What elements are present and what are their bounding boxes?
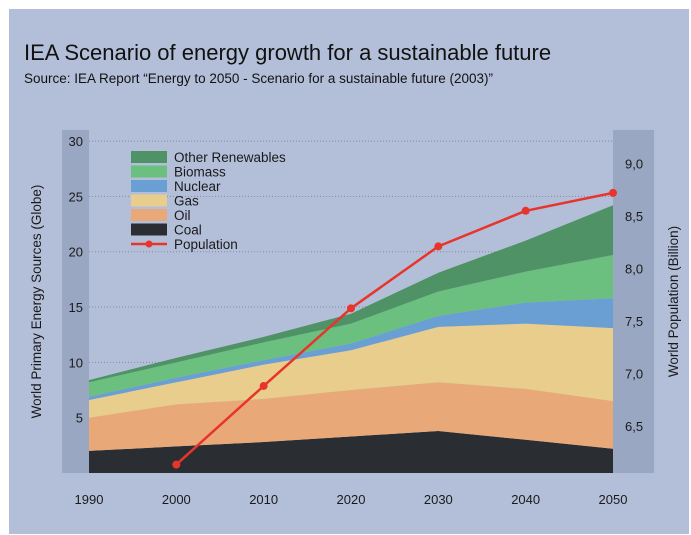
x-tick-label: 2050 — [599, 492, 628, 507]
y-axis-title: World Primary Energy Sources (Globe) — [29, 185, 44, 419]
legend: Other RenewablesBiomassNuclearGasOilCoal… — [131, 150, 286, 252]
legend-swatch-gas — [131, 195, 167, 207]
x-tick-label: 1990 — [75, 492, 104, 507]
legend-swatch-other-renewables — [131, 151, 167, 163]
x-tick-label: 2000 — [162, 492, 191, 507]
y-tick-label: 15 — [69, 300, 83, 315]
y2-tick-label: 7,0 — [625, 366, 643, 381]
legend-swatch-oil — [131, 209, 167, 221]
legend-label-gas: Gas — [174, 194, 199, 209]
y2-tick-label: 7,5 — [625, 314, 643, 329]
legend-label-coal: Coal — [174, 223, 202, 238]
y2-tick-label: 8,5 — [625, 209, 643, 224]
legend-population-marker — [146, 241, 153, 248]
y2-tick-label: 9,0 — [625, 157, 643, 172]
y-tick-label: 10 — [69, 355, 83, 370]
x-tick-label: 2020 — [337, 492, 366, 507]
legend-label-oil: Oil — [174, 208, 191, 223]
legend-label-biomass: Biomass — [174, 165, 226, 180]
legend-label-population: Population — [174, 237, 238, 252]
y2-axis-title: World Population (Billion) — [666, 226, 681, 377]
stacked-areas — [89, 205, 613, 473]
y-tick-label: 30 — [69, 134, 83, 149]
y2-tick-label: 8,0 — [625, 261, 643, 276]
legend-swatch-coal — [131, 224, 167, 236]
population-point — [434, 242, 442, 250]
population-point — [260, 382, 268, 390]
x-tick-label: 2030 — [424, 492, 453, 507]
x-tick-label: 2010 — [249, 492, 278, 507]
population-point — [522, 207, 530, 215]
legend-label-nuclear: Nuclear — [174, 179, 221, 194]
y2-tick-label: 6,5 — [625, 419, 643, 434]
legend-swatch-biomass — [131, 166, 167, 178]
y-tick-label: 20 — [69, 245, 83, 260]
y-tick-label: 25 — [69, 189, 83, 204]
population-point — [347, 304, 355, 312]
population-point — [172, 461, 180, 469]
x-tick-label: 2040 — [511, 492, 540, 507]
population-point — [609, 189, 617, 197]
legend-swatch-nuclear — [131, 180, 167, 192]
y-tick-label: 5 — [76, 411, 83, 426]
legend-label-other-renewables: Other Renewables — [174, 150, 286, 165]
